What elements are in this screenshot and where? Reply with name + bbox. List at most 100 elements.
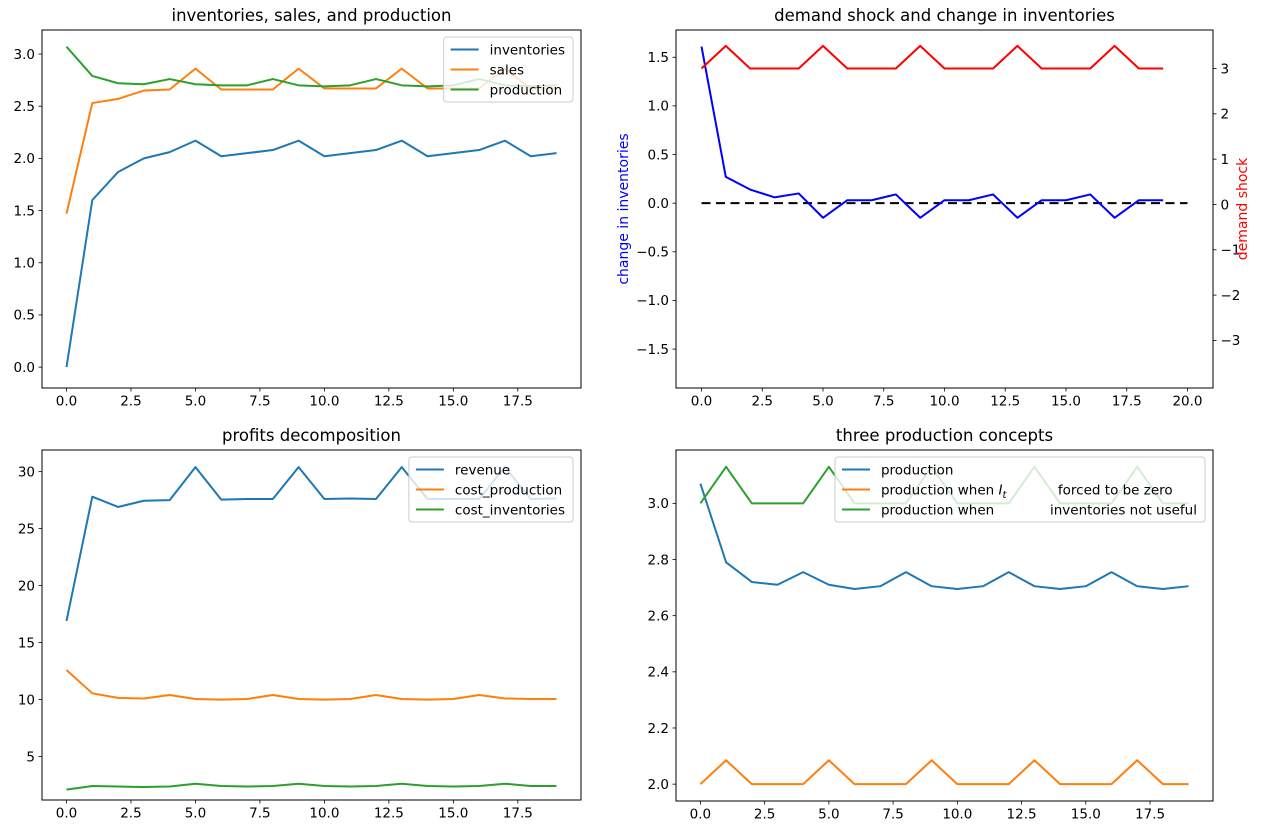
subplot-three-production-concepts: 0.0 2.5 5.0 7.5 10.0 12.5 15.0 17.5 2.0 2.2 2.4 2.6… [648,426,1214,823]
y-tick-label: 2.8 [648,552,669,568]
legend: production production when It forced to b… [834,456,1206,523]
x-tick-label: 0.0 [56,394,77,410]
x-tick-label: 7.5 [249,394,270,410]
x-tick-label: 12.5 [1007,807,1037,823]
y-tick-label: 20 [18,578,35,594]
x-tick-label: 2.5 [752,394,773,410]
y-tick-label: 1.5 [648,50,669,66]
y-tick-label: 1.5 [14,203,35,219]
right-y-tick-label: −1 [1221,243,1241,259]
axes-frame [41,29,582,389]
x-tick-label: 10.0 [309,806,339,822]
line-demand-shock [700,44,1164,70]
x-tick-label: 5.0 [185,806,206,822]
right-y-tick-label: −2 [1221,288,1241,304]
legend-label: cost_inventories [455,503,565,519]
y-tick-label: 2.5 [14,99,35,115]
legend-frame [443,36,574,103]
x-tick-label: 0.0 [690,807,711,823]
y-tick-label: −1.0 [636,293,669,309]
right-y-tick-label: 2 [1221,107,1230,123]
x-tick-label: 10.0 [309,394,339,410]
right-y-tick-label: 0 [1221,197,1230,213]
y-tick-label: 0.0 [14,360,35,376]
x-tick-label: 7.5 [882,807,903,823]
y-tick-label: 2.0 [648,777,669,793]
line-production [699,483,1189,590]
y-tick-label: 25 [18,521,35,537]
line-cost-production [65,669,557,701]
right-y-tick-label: 3 [1221,61,1230,77]
line-change-in-inventories [700,46,1164,219]
y-tick-label: 2.2 [648,721,669,737]
x-tick-label: 7.5 [873,394,894,410]
y-tick-label: 1.0 [14,256,35,272]
legend-frame [408,456,574,523]
plot-title: inventories, sales, and production [171,6,451,25]
x-tick-label: 10.0 [929,394,959,410]
x-tick-label: 5.0 [812,394,833,410]
axes-frame [41,449,582,801]
y-tick-label: 0.5 [648,147,669,163]
x-tick-label: 5.0 [185,394,206,410]
legend-label: production [490,83,563,99]
x-tick-label: 15.0 [1051,394,1081,410]
x-tick-label: 7.5 [249,806,270,822]
legend-label: production when inventories not useful [881,503,1197,519]
line-production-when-it-forced-to-be-zero [699,759,1189,786]
plot-title: demand shock and change in inventories [774,6,1115,25]
x-tick-label: 15.0 [438,394,468,410]
y-tick-label: 0.5 [14,308,35,324]
x-tick-label: 10.0 [942,807,972,823]
subplot-inventories-sales-production: 0.0 2.5 5.0 7.5 10.0 12.5 15.0 17.5 0.0 0.5 1.0 1.5… [14,6,582,410]
legend-label: production when It forced to be zero [881,483,1173,502]
legend-label: revenue [455,463,510,479]
x-tick-label: 12.5 [374,806,404,822]
plot-title: three production concepts [836,426,1053,445]
x-tick-label: 5.0 [818,807,839,823]
y-tick-label: 5 [26,749,35,765]
x-tick-label: 2.5 [754,807,775,823]
x-tick-label: 2.5 [120,806,141,822]
legend-frame [834,456,1206,523]
subplot-demand-shock-and-change-in-inventories: 0.0 2.5 5.0 7.5 10.0 12.5 15.0 17.5 20.0−1.5−1.0… [616,6,1251,410]
right-axis-label: demand shock [1235,157,1251,260]
y-tick-label: −1.5 [636,342,669,358]
line-inventories [65,139,557,368]
x-tick-label: 17.5 [1112,394,1142,410]
right-y-tick-label: −3 [1221,333,1241,349]
x-tick-label: 17.5 [1135,807,1165,823]
x-tick-label: 20.0 [1172,394,1202,410]
x-tick-label: 12.5 [374,394,404,410]
y-tick-label: 3.0 [14,47,35,63]
x-tick-label: 0.0 [691,394,712,410]
y-tick-label: 2.6 [648,608,669,624]
legend-label: sales [490,63,524,79]
y-tick-label: −0.5 [636,245,669,261]
legend: revenue cost_production cost_inventories [408,456,574,523]
x-tick-label: 0.0 [56,806,77,822]
x-tick-label: 12.5 [990,394,1020,410]
x-tick-label: 17.5 [503,806,533,822]
x-tick-label: 17.5 [503,394,533,410]
x-tick-label: 2.5 [120,394,141,410]
legend-label: production [881,463,954,479]
x-tick-label: 15.0 [438,806,468,822]
axes-frame [675,29,1214,389]
y-tick-label: 15 [18,635,35,651]
y-tick-label: 0.0 [648,196,669,212]
legend: inventories sales production [443,36,574,103]
axes-frame [675,449,1214,802]
y-tick-label: 2.0 [14,151,35,167]
y-tick-label: 2.4 [648,665,669,681]
y-tick-label: 1.0 [648,99,669,115]
y-tick-label: 30 [18,464,35,480]
plot-title: profits decomposition [222,426,401,445]
line-cost-inventories [66,782,557,791]
right-y-tick-label: 1 [1221,152,1230,168]
y-tick-label: 10 [18,692,35,708]
y-tick-label: 3.0 [648,496,669,512]
left-axis-label: change in inventories [616,133,632,284]
